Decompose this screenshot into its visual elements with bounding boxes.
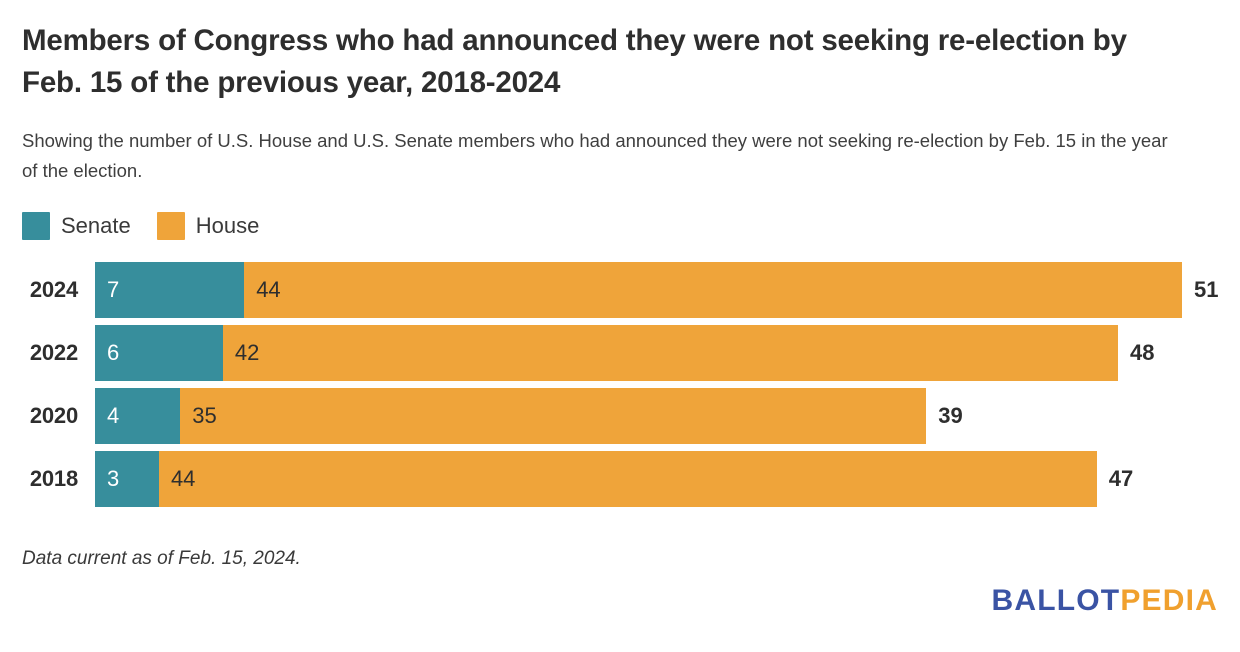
bar-row[interactable]: 2022 6 42 48: [0, 325, 1240, 381]
bar-total-label: 51: [1194, 277, 1219, 302]
chart-subtitle: Showing the number of U.S. House and U.S…: [22, 130, 1168, 181]
bar-segment-house[interactable]: 42: [222, 325, 1119, 381]
bar-total-label: 47: [1108, 466, 1134, 491]
bar-stack: 7 44: [95, 262, 1182, 318]
chart-plot-area: 2024 7 44 51 2022 6 42 48 2020 4 35 39 2018 3 44 47: [0, 262, 1240, 518]
bar-stack: 3 44: [95, 451, 1097, 507]
bar-stack: 6 42: [95, 325, 1119, 381]
legend-label-senate: Senate: [61, 213, 131, 238]
bar-total-label: 39: [938, 403, 963, 428]
bar-year-label: 2018: [29, 466, 78, 491]
legend-item-senate[interactable]: Senate: [22, 212, 131, 240]
bar-year-label: 2020: [29, 403, 78, 428]
chart-legend: Senate House: [22, 212, 259, 240]
bar-year-label: 2022: [29, 340, 78, 365]
bar-row[interactable]: 2018 3 44 47: [0, 451, 1240, 507]
chart-title: Members of Congress who had announced th…: [22, 24, 1127, 100]
legend-label-house: House: [195, 213, 260, 238]
bar-row[interactable]: 2020 4 35 39: [0, 388, 1240, 444]
chart-footnote: Data current as of Feb. 15, 2024.: [22, 548, 301, 569]
bar-segment-house[interactable]: 44: [158, 451, 1097, 507]
bar-segment-house[interactable]: 35: [180, 388, 927, 444]
legend-swatch-house-icon: [156, 212, 185, 240]
bar-year-label: 2024: [29, 277, 78, 302]
bar-segment-senate[interactable]: 7: [95, 262, 245, 318]
legend-swatch-senate-icon: [22, 212, 50, 240]
logo-text-pedia: PEDIA: [1120, 584, 1218, 617]
ballotpedia-logo: BALLOTPEDIA: [991, 586, 1218, 616]
bar-total-label: 48: [1130, 340, 1155, 365]
logo-text-ballot: BALLOT: [991, 584, 1121, 617]
bar-segment-senate[interactable]: 6: [95, 325, 223, 381]
bar-segment-senate[interactable]: 4: [95, 388, 181, 444]
bar-row[interactable]: 2024 7 44 51: [0, 262, 1240, 318]
bar-segment-house[interactable]: 44: [244, 262, 1182, 318]
bar-stack: 4 35: [95, 388, 927, 444]
legend-item-house[interactable]: House: [156, 212, 260, 240]
bar-segment-senate[interactable]: 3: [95, 451, 159, 507]
